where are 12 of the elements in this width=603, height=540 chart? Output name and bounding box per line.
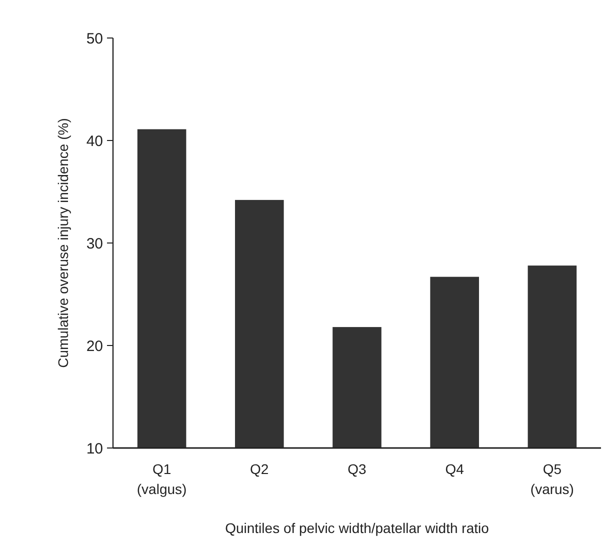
y-tick-label: 30 [86, 235, 103, 252]
x-axis-title: Quintiles of pelvic width/patellar width ratio [225, 520, 490, 536]
x-tick-label: Q2 [250, 461, 269, 477]
y-tick-label: 20 [86, 338, 103, 355]
x-tick-label: Q3 [348, 461, 367, 477]
y-tick-label: 10 [86, 440, 103, 458]
y-tick-label: 40 [86, 132, 103, 150]
x-tick-label: Q5 (varus) [530, 461, 574, 497]
x-tick-label: Q1 (valgus) [136, 461, 187, 497]
y-tick-label: 50 [86, 30, 103, 48]
y-axis-title: Cumulative overuse injury incidence (%) [55, 118, 71, 368]
x-tick-label: Q4 [445, 461, 464, 477]
